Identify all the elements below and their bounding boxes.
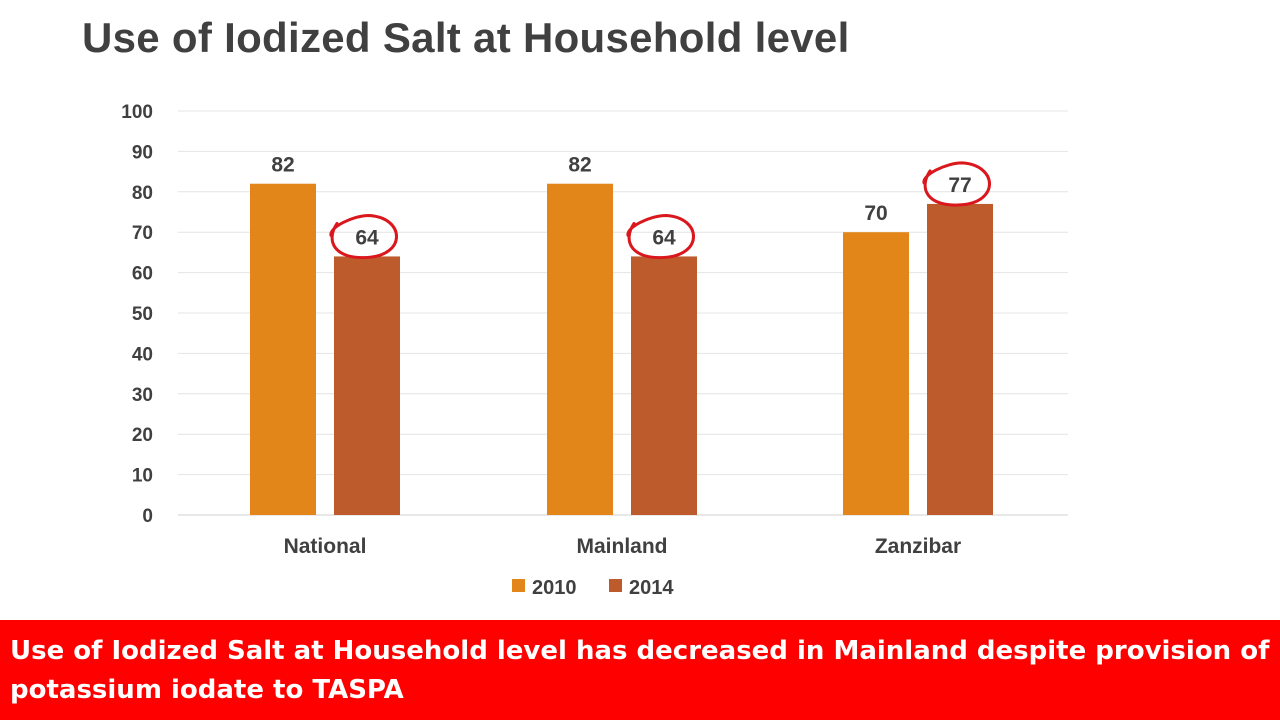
annotation-circle [329, 213, 398, 259]
footer-banner: Use of Iodized Salt at Household level h… [0, 620, 1280, 720]
data-label: 64 [355, 226, 379, 249]
x-tick-label: Zanzibar [875, 535, 961, 558]
y-tick-label: 0 [142, 506, 153, 527]
bar-chart: 0 10 20 30 40 50 60 70 80 90 100 82 64 National 82 64 Ma… [121, 102, 1068, 599]
y-tick-label: 80 [132, 183, 153, 204]
y-tick-label: 90 [132, 142, 153, 163]
bar-2010-zanzibar [843, 232, 909, 515]
slide-title: Use of Iodized Salt at Household level [82, 14, 850, 61]
bar-2014-zanzibar [927, 203, 993, 516]
bar-2014-national [334, 256, 400, 515]
y-tick-label: 70 [132, 223, 153, 244]
legend-swatch-2014 [609, 579, 622, 592]
data-label: 82 [271, 154, 294, 177]
x-tick-label: National [284, 535, 367, 558]
bar-2010-national [250, 183, 316, 515]
bar-2010-mainland [547, 183, 613, 515]
annotation-circle [922, 161, 991, 207]
y-tick-label: 20 [132, 425, 153, 446]
data-label: 77 [948, 174, 971, 197]
legend-label: 2010 [532, 577, 577, 599]
data-label: 70 [864, 202, 887, 225]
legend-swatch-2010 [512, 579, 525, 592]
x-tick-label: Mainland [576, 535, 667, 558]
bar-2014-mainland [631, 256, 697, 515]
y-tick-label: 50 [132, 304, 153, 325]
y-tick-label: 60 [132, 264, 153, 285]
y-tick-label: 30 [132, 385, 153, 406]
annotation-circle [626, 213, 695, 259]
y-tick-label: 10 [132, 466, 153, 487]
y-tick-label: 40 [132, 344, 153, 365]
legend-label: 2014 [629, 577, 674, 599]
data-label: 82 [568, 154, 591, 177]
y-tick-label: 100 [121, 102, 153, 123]
data-label: 64 [652, 226, 676, 249]
